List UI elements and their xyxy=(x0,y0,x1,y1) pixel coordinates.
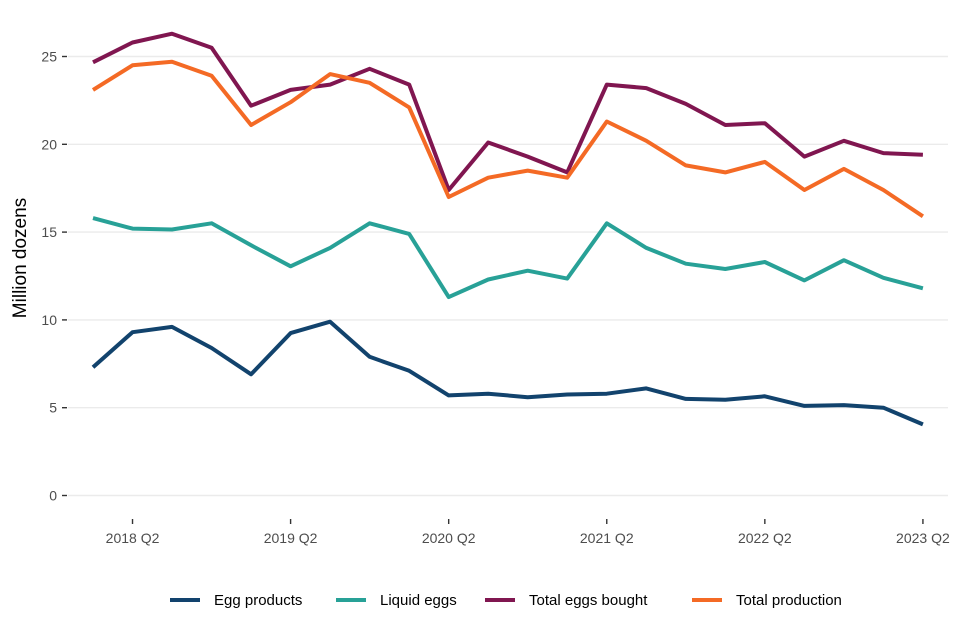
legend-item-total-production: Total production xyxy=(692,592,842,609)
y-tick-label: 5 xyxy=(49,400,57,416)
x-tick-label: 2021 Q2 xyxy=(580,530,634,546)
legend-label: Liquid eggs xyxy=(380,592,457,609)
y-tick-label: 20 xyxy=(41,136,57,152)
x-tick-label: 2022 Q2 xyxy=(738,530,792,546)
x-tick-label: 2019 Q2 xyxy=(264,530,318,546)
y-axis-title: Million dozens xyxy=(10,198,31,318)
legend-label: Total eggs bought xyxy=(529,592,648,609)
series-line-egg-products xyxy=(91,319,924,427)
x-tick-label: 2018 Q2 xyxy=(106,530,160,546)
gridlines xyxy=(68,55,948,497)
legend-item-liquid-eggs: Liquid eggs xyxy=(336,592,457,609)
series-lines xyxy=(91,31,925,427)
y-tick-label: 25 xyxy=(41,49,57,65)
y-axis: 0 5 10 15 20 25 xyxy=(41,49,67,504)
legend: Egg products Liquid eggs Total eggs bought… xyxy=(170,592,842,609)
y-tick-label: 15 xyxy=(41,224,57,240)
legend-label: Egg products xyxy=(214,592,302,609)
x-tick-label: 2023 Q2 xyxy=(896,530,950,546)
series-line-total-eggs-bought xyxy=(92,31,923,192)
y-tick-label: 10 xyxy=(41,312,57,328)
legend-item-total-eggs-bought: Total eggs bought xyxy=(485,592,648,609)
y-tick-label: 0 xyxy=(49,488,57,504)
x-tick-label: 2020 Q2 xyxy=(422,530,476,546)
series-line-total-production xyxy=(91,59,925,218)
legend-item-egg-products: Egg products xyxy=(170,592,302,609)
x-axis: 2018 Q2 2019 Q2 2020 Q2 2021 Q2 2022 Q2 2023 … xyxy=(106,519,950,546)
series-line-liquid-eggs xyxy=(92,216,924,300)
legend-label: Total production xyxy=(736,592,842,609)
